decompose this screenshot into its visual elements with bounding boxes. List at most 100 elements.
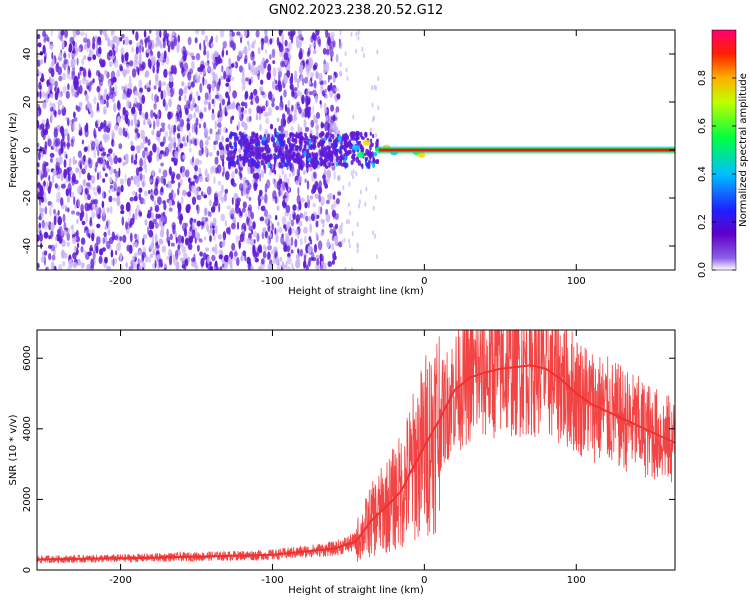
band-blob (364, 131, 368, 137)
band-blob (321, 141, 325, 147)
noise-blob (171, 64, 174, 74)
noise-blob (352, 174, 354, 180)
noise-blob (57, 209, 60, 216)
snr-marks (37, 330, 675, 564)
noise-blob (122, 234, 127, 243)
noise-blob (246, 237, 252, 245)
noise-blob (135, 145, 140, 150)
noise-blob (339, 70, 343, 77)
noise-blob (165, 56, 170, 65)
noise-blob (209, 199, 212, 207)
noise-blob (258, 265, 262, 270)
noise-blob (99, 30, 103, 36)
noise-blob (49, 83, 53, 92)
noise-blob (104, 69, 108, 76)
noise-blob (124, 130, 128, 138)
noise-blob (217, 122, 222, 128)
band-blob (319, 150, 323, 155)
noise-blob (321, 174, 327, 180)
y-tick-label: 40 (22, 48, 33, 61)
noise-blob (124, 52, 129, 62)
noise-blob (248, 107, 252, 115)
noise-blob (155, 244, 160, 249)
noise-blob (142, 150, 146, 159)
noise-blob (195, 232, 201, 241)
noise-blob (332, 122, 337, 132)
y-tick-label: -40 (22, 238, 33, 254)
noise-blob (89, 244, 93, 251)
noise-blob (303, 260, 307, 269)
noise-blob (351, 231, 354, 236)
noise-blob (253, 88, 258, 96)
noise-blob (76, 258, 81, 266)
noise-blob (159, 128, 163, 133)
noise-blob (168, 98, 173, 108)
noise-blob (49, 101, 53, 110)
noise-blob (191, 123, 194, 134)
noise-blob (260, 91, 265, 96)
noise-blob (278, 106, 283, 111)
noise-blob (122, 161, 126, 166)
noise-blob (296, 103, 301, 111)
y-tick-label: -20 (22, 190, 33, 206)
noise-blob (269, 54, 272, 60)
noise-blob (349, 210, 352, 216)
band-blob (310, 144, 313, 151)
snr-point (271, 553, 274, 556)
noise-blob (195, 117, 199, 127)
snr-point (423, 445, 426, 448)
noise-blob (303, 170, 306, 175)
noise-blob (320, 218, 326, 224)
noise-blob (306, 180, 310, 190)
noise-blob (137, 102, 141, 112)
noise-blob (325, 199, 330, 205)
noise-blob (297, 257, 301, 268)
noise-blob (124, 83, 128, 93)
noise-blob (143, 198, 146, 205)
noise-blob (107, 228, 111, 236)
noise-blob (125, 69, 130, 74)
noise-blob (292, 204, 297, 211)
noise-blob (148, 119, 152, 126)
noise-blob (303, 119, 307, 128)
noise-blob (93, 149, 96, 159)
noise-blob (115, 177, 118, 182)
noise-blob (71, 210, 75, 215)
noise-blob (264, 209, 268, 218)
noise-blob (320, 231, 325, 237)
noise-blob (60, 30, 65, 36)
band-blob (311, 151, 314, 157)
noise-blob (212, 71, 216, 82)
noise-blob (218, 254, 223, 260)
band-blob (228, 133, 233, 140)
noise-blob (236, 257, 240, 267)
noise-blob (335, 56, 339, 62)
noise-blob (77, 72, 80, 80)
noise-blob (37, 70, 40, 75)
noise-blob (183, 142, 188, 147)
noise-blob (253, 66, 259, 76)
noise-blob (141, 94, 146, 105)
noise-blob (286, 107, 291, 115)
noise-blob (132, 30, 135, 35)
noise-blob (53, 127, 58, 132)
noise-blob (242, 250, 247, 257)
band-blob (284, 162, 289, 168)
noise-blob (225, 128, 228, 133)
x-tick-label: 0 (421, 575, 427, 586)
noise-blob (134, 128, 139, 134)
band-blob (375, 140, 379, 147)
noise-blob (141, 46, 144, 53)
noise-blob (261, 169, 264, 179)
noise-blob (259, 113, 262, 121)
noise-blob (44, 206, 48, 215)
noise-blob (327, 261, 333, 267)
noise-blob (138, 265, 141, 270)
snr-point (484, 371, 486, 374)
x-tick-label: -200 (109, 575, 132, 586)
noise-blob (280, 95, 283, 103)
noise-blob (275, 228, 279, 235)
colorbar-tick-label: 0.2 (697, 214, 708, 230)
noise-blob (269, 38, 273, 45)
noise-blob (52, 169, 57, 175)
